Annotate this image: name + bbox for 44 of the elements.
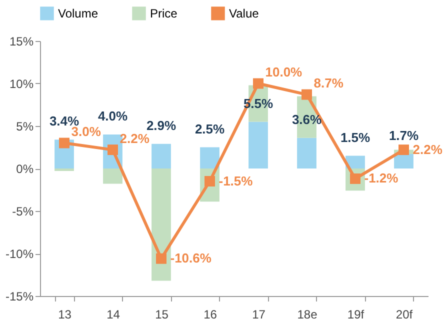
bar [248, 122, 268, 168]
x-tick-label: 18e [297, 308, 318, 322]
legend-label: Value [229, 6, 260, 20]
data-label: 2.5% [194, 121, 225, 136]
data-label: -1.5% [218, 173, 254, 188]
legend-label: Price [150, 6, 178, 20]
data-label: 2.2% [120, 130, 150, 146]
y-tick-label: 15% [9, 34, 34, 48]
x-tick-label: 14 [106, 308, 120, 322]
y-tick-label: -10% [5, 247, 34, 261]
bar [54, 168, 74, 172]
data-label: 4.0% [98, 108, 128, 124]
y-tick-label: 10% [9, 77, 34, 91]
y-tick-label: 5% [16, 120, 34, 134]
x-tick-label: 16 [204, 308, 218, 322]
legend-label: Volume [58, 6, 98, 20]
bar [103, 168, 122, 184]
x-tick-label: 17 [252, 308, 266, 322]
point [302, 89, 312, 100]
x-tick-label: 15 [155, 308, 169, 322]
bar [152, 168, 171, 281]
point [253, 78, 264, 89]
data-label: 10.0% [265, 64, 303, 80]
point [156, 253, 166, 264]
point [398, 144, 409, 156]
data-label: 2.2% [412, 142, 443, 157]
data-label: 1.7% [388, 128, 419, 144]
bar [394, 154, 414, 168]
data-label: -1.2% [364, 170, 399, 186]
data-label: 2.9% [146, 118, 176, 133]
point [59, 138, 70, 148]
bar [297, 138, 316, 168]
x-tick-label: 13 [58, 308, 72, 322]
data-label: 1.5% [340, 130, 370, 145]
data-label: 3.0% [71, 124, 102, 139]
x-tick-label: 20f [396, 308, 414, 322]
y-tick-label: 0% [16, 162, 34, 176]
y-tick-label: -15% [5, 290, 34, 304]
y-tick-label: -5% [12, 204, 34, 218]
data-label: -10.6% [170, 250, 212, 266]
data-label: 8.7% [314, 76, 344, 91]
bar [200, 147, 220, 168]
bar [152, 144, 171, 168]
x-tick-label: 19f [347, 308, 365, 322]
